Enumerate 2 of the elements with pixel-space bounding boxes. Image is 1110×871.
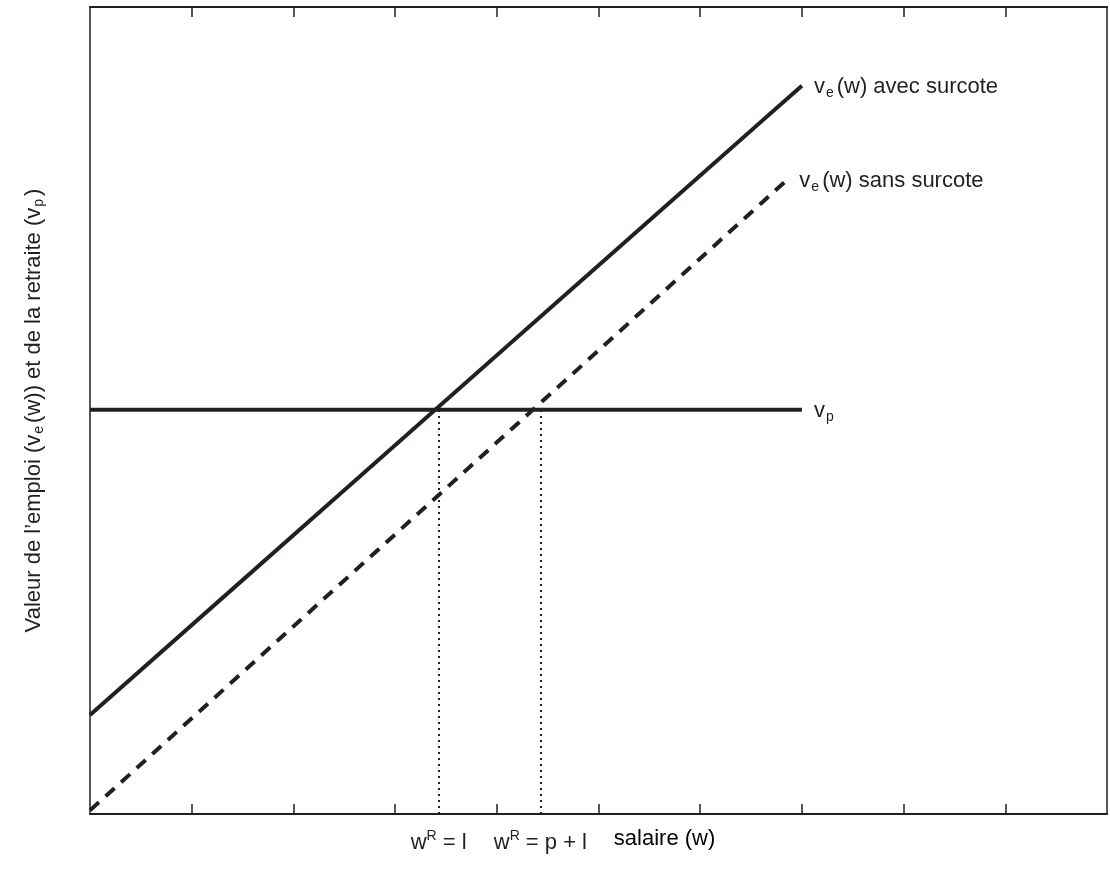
x-axis-title: salaire (w) [613,824,716,850]
y-axis-title: Valeur de l’emploi (ve(w)) et de la retraite (vp) [19,188,46,633]
